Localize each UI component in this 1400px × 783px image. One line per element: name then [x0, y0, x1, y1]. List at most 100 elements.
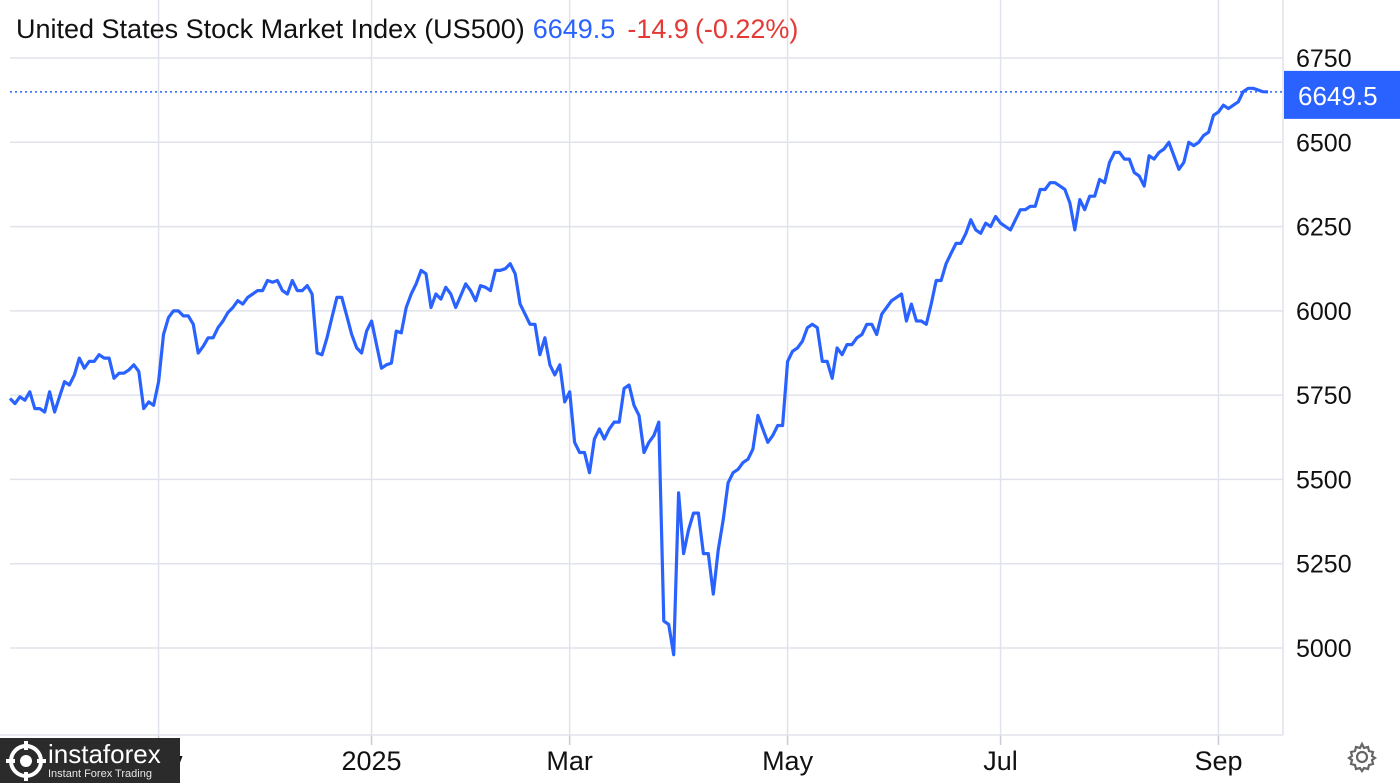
data-point: [509, 262, 512, 265]
data-point: [900, 292, 903, 295]
data-point: [1256, 88, 1259, 91]
data-point: [732, 471, 735, 474]
data-point: [18, 395, 21, 398]
data-point: [1103, 181, 1106, 184]
data-point: [241, 303, 244, 306]
data-point: [1227, 107, 1230, 110]
data-point: [528, 323, 531, 326]
data-point: [712, 592, 715, 595]
data-point: [672, 653, 675, 656]
data-point: [667, 623, 670, 626]
data-point: [449, 292, 452, 295]
data-point: [296, 289, 299, 292]
data-point: [850, 343, 853, 346]
data-point: [474, 299, 477, 302]
y-tick-label: 6000: [1296, 298, 1352, 326]
data-point: [390, 362, 393, 365]
data-point: [1073, 228, 1076, 231]
data-point: [1252, 87, 1255, 90]
data-point: [969, 218, 972, 221]
data-point: [999, 222, 1002, 225]
data-point: [627, 383, 630, 386]
data-point: [207, 336, 210, 339]
data-point: [202, 345, 205, 348]
data-point: [543, 336, 546, 339]
data-point: [1098, 178, 1101, 181]
data-point: [1261, 90, 1264, 93]
data-point: [98, 353, 101, 356]
data-point: [514, 272, 517, 275]
data-point: [608, 427, 611, 430]
data-point: [707, 552, 710, 555]
data-point: [340, 296, 343, 299]
data-point: [345, 314, 348, 317]
data-point: [741, 461, 744, 464]
data-point: [682, 552, 685, 555]
data-point: [8, 397, 11, 400]
data-point: [890, 299, 893, 302]
data-point: [954, 242, 957, 245]
data-point: [1138, 174, 1141, 177]
data-point: [216, 326, 219, 329]
data-point: [1024, 208, 1027, 211]
data-point: [1266, 90, 1269, 93]
data-point: [1029, 205, 1032, 208]
y-tick-label: 6250: [1296, 214, 1352, 242]
data-point: [657, 421, 660, 424]
data-point: [1222, 104, 1225, 107]
data-point: [197, 351, 200, 354]
data-point: [766, 441, 769, 444]
data-point: [132, 363, 135, 366]
data-point: [73, 373, 76, 376]
data-point: [1217, 110, 1220, 113]
data-point: [1148, 154, 1151, 157]
data-point: [13, 402, 16, 405]
x-axis-tick-labels: Nov2025MarMayJulSep: [135, 746, 1243, 776]
data-point: [127, 368, 130, 371]
data-point: [385, 363, 388, 366]
series-points: [8, 87, 1269, 657]
y-tick-label: 5000: [1296, 635, 1352, 663]
data-point: [1113, 151, 1116, 154]
data-point: [459, 294, 462, 297]
data-point: [910, 303, 913, 306]
data-point: [1019, 208, 1022, 211]
data-point: [226, 311, 229, 314]
data-point: [905, 319, 908, 322]
data-point: [553, 373, 556, 376]
data-point: [756, 414, 759, 417]
data-point: [1247, 87, 1250, 90]
data-point: [122, 372, 125, 375]
data-point: [1202, 134, 1205, 137]
data-point: [261, 289, 264, 292]
data-point: [1192, 144, 1195, 147]
data-point: [88, 360, 91, 363]
data-point: [211, 336, 214, 339]
data-point: [533, 323, 536, 326]
data-point: [697, 512, 700, 515]
data-point: [192, 323, 195, 326]
last-price-tag: 6649.5: [1284, 70, 1400, 119]
data-point: [231, 306, 234, 309]
data-point: [370, 319, 373, 322]
data-point: [1118, 151, 1121, 154]
data-point: [1237, 100, 1240, 103]
gear-icon[interactable]: [1346, 741, 1378, 773]
data-point: [786, 360, 789, 363]
data-point: [1108, 161, 1111, 164]
data-point: [1034, 205, 1037, 208]
data-point: [940, 279, 943, 282]
data-point: [68, 383, 71, 386]
data-point: [405, 306, 408, 309]
x-tick-label: Jul: [983, 746, 1018, 776]
data-point: [147, 400, 150, 403]
data-point: [781, 424, 784, 427]
data-point: [1212, 114, 1215, 117]
data-point: [523, 313, 526, 316]
instaforex-watermark: instaforex Instant Forex Trading: [0, 738, 180, 783]
x-tick-label: Sep: [1194, 746, 1242, 776]
data-point: [350, 333, 353, 336]
data-point: [1088, 195, 1091, 198]
data-point: [548, 363, 551, 366]
